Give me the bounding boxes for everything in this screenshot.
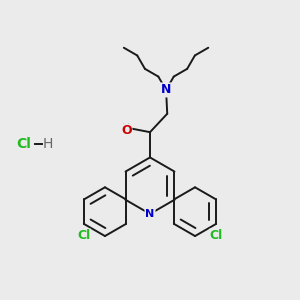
Text: N: N bbox=[161, 83, 171, 97]
Text: N: N bbox=[146, 209, 154, 219]
Text: H: H bbox=[122, 123, 130, 133]
Text: O: O bbox=[122, 124, 132, 136]
Text: Cl: Cl bbox=[16, 137, 31, 151]
Text: Cl: Cl bbox=[77, 229, 91, 242]
Text: H: H bbox=[42, 137, 52, 151]
Text: Cl: Cl bbox=[209, 229, 223, 242]
